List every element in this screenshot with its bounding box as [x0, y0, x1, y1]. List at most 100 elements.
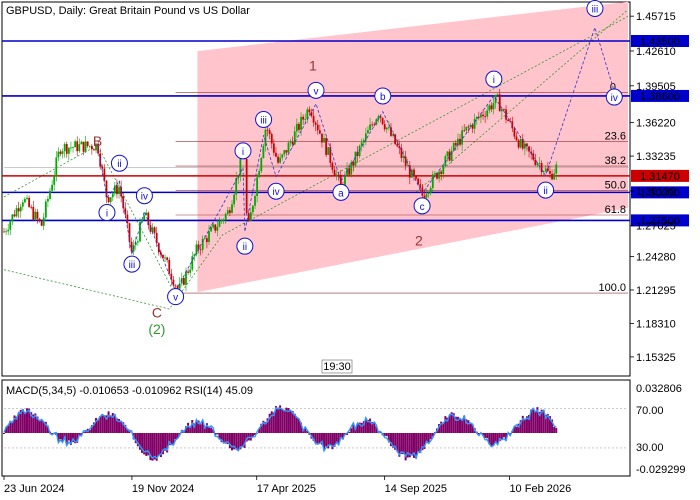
candle-body — [367, 130, 369, 134]
price-tick-label-5: 1.30130 — [636, 186, 676, 198]
price-channel — [197, 1, 628, 293]
candle-body — [166, 257, 169, 260]
x-tick-label-4: 10 Feb 2026 — [509, 483, 571, 495]
wave-label-16: b — [380, 92, 386, 103]
indicator-frame — [1, 379, 631, 477]
candle-body — [379, 116, 382, 118]
candle-body — [195, 244, 198, 255]
candle-body — [553, 173, 556, 180]
candle-body — [268, 130, 271, 135]
candle-body — [164, 257, 166, 259]
candle-body — [130, 241, 133, 252]
candle-body — [471, 125, 474, 129]
wave-circle-16 — [374, 87, 392, 105]
candle-body — [76, 141, 79, 152]
candle-body — [162, 254, 164, 259]
candle-body — [536, 163, 539, 165]
candle-body — [526, 143, 528, 147]
level-label-4: 1.27500 — [640, 215, 680, 227]
candle-body — [463, 130, 466, 132]
candle-body — [339, 174, 342, 185]
candle-body — [139, 222, 141, 242]
candle-body — [82, 141, 85, 152]
candle-body — [306, 109, 309, 119]
candle-body — [431, 174, 434, 188]
candle-body — [24, 198, 26, 203]
candle-body — [549, 171, 551, 174]
candle-body — [252, 205, 254, 213]
candle-body — [212, 224, 215, 228]
candle-body — [450, 150, 453, 161]
wave-circle-10 — [234, 142, 252, 160]
wave-label-9: v — [173, 293, 178, 304]
candle-body — [51, 184, 54, 191]
candle-body — [220, 220, 223, 222]
wave-label-13: iv — [272, 187, 279, 198]
candle-body — [302, 116, 305, 120]
wave-circle-9 — [167, 288, 185, 306]
candle-body — [109, 197, 112, 203]
macd-tick-label-0: 0.032806 — [636, 383, 682, 395]
wave-circle-21 — [605, 88, 623, 106]
fib-label-4: 100.0 — [598, 282, 626, 294]
candle-body — [429, 187, 432, 193]
candle-body — [11, 214, 14, 222]
candle-body — [275, 152, 277, 157]
candle-body — [216, 226, 219, 231]
candle-body — [189, 269, 192, 273]
chart-title: GBPUSD, Daily: Great Britain Pound vs US… — [6, 5, 250, 17]
candle-body — [335, 174, 338, 176]
candle-body — [513, 128, 516, 137]
wave-label-21: iv — [611, 93, 618, 104]
wave-circle-7 — [123, 255, 141, 273]
candle-body — [387, 127, 390, 129]
wave-label-4: 2 — [415, 233, 423, 249]
candle-body — [235, 178, 238, 195]
candle-body — [170, 273, 173, 280]
candle-body — [488, 105, 491, 111]
candle-body — [381, 117, 384, 125]
candle-body — [159, 252, 162, 255]
candle-body — [310, 112, 313, 117]
candle-body — [245, 159, 248, 214]
candle-body — [19, 206, 22, 212]
candle-body — [239, 156, 242, 177]
candle-body — [480, 114, 482, 118]
candle-body — [124, 208, 127, 215]
wave-label-1: C — [152, 304, 162, 320]
candle-body — [329, 147, 332, 163]
candle-body — [400, 148, 403, 158]
wave-circle-13 — [267, 182, 285, 200]
candle-body — [344, 175, 346, 188]
candle-body — [224, 213, 227, 220]
candle-body — [421, 187, 424, 196]
candle-body — [7, 229, 10, 232]
candle-body — [417, 178, 420, 185]
wave-label-20: iii — [592, 4, 599, 15]
candle-body — [287, 142, 290, 153]
candle-body — [128, 223, 131, 242]
macd-signal-line — [3, 406, 557, 460]
candle-body — [484, 116, 487, 117]
candle-body — [36, 211, 39, 219]
candle-body — [528, 146, 530, 152]
candle-body — [358, 145, 361, 157]
candle-body — [17, 208, 20, 212]
candle-body — [419, 184, 422, 188]
candle-body — [404, 156, 407, 166]
price-tick-label-8: 1.21295 — [636, 285, 676, 297]
candle-body — [440, 171, 443, 174]
candle-body — [461, 130, 464, 145]
candle-body — [413, 169, 415, 177]
candle-body — [187, 271, 189, 273]
price-tick-label-3: 1.36220 — [636, 118, 676, 130]
candle-body — [411, 169, 413, 178]
wave-label-10: i — [242, 147, 244, 158]
candle-body — [519, 138, 522, 148]
candle-body — [500, 109, 503, 112]
candle-body — [61, 151, 64, 154]
candle-body — [452, 142, 455, 151]
candle-body — [448, 151, 451, 161]
price-tick-label-9: 1.18310 — [636, 318, 676, 330]
candle-body — [3, 231, 5, 233]
